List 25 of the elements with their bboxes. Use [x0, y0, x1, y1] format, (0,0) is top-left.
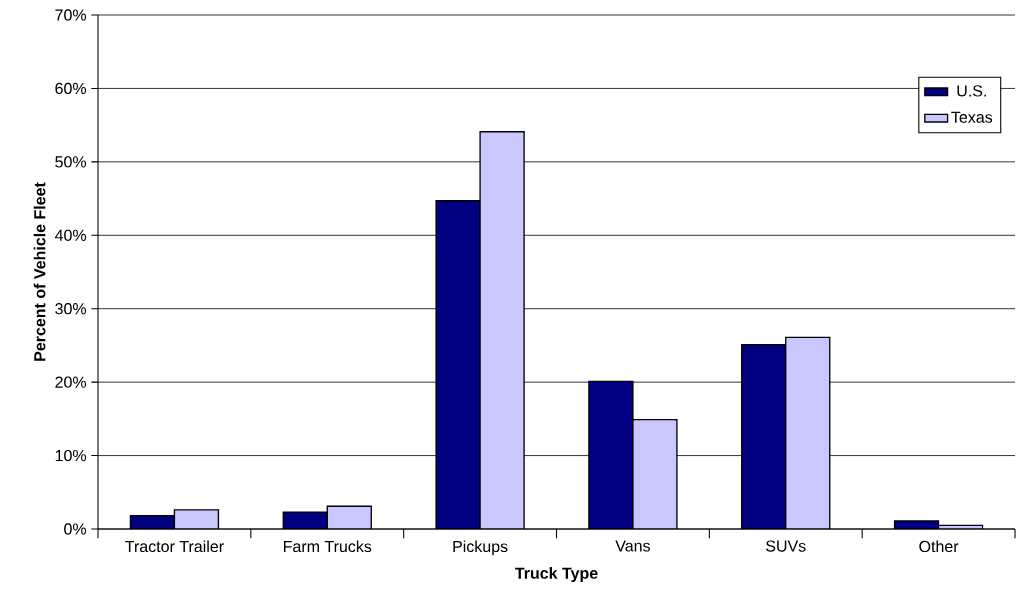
bar: [479, 131, 525, 529]
x-tick-label: Other: [919, 540, 959, 553]
x-tick-label: Tractor Trailer: [125, 540, 224, 553]
bar: [741, 344, 787, 529]
x-tick-label: Vans: [615, 540, 650, 552]
x-tick-label: Farm Trucks: [283, 540, 372, 553]
bar: [785, 336, 831, 529]
bar: [435, 200, 481, 529]
y-tick-label: 60%: [55, 82, 87, 95]
y-tick-label: 20%: [55, 376, 87, 388]
legend-label: U.S.: [957, 85, 986, 97]
y-tick-label: 40%: [54, 229, 87, 241]
x-tick-label: SUVs: [766, 540, 806, 552]
bar: [632, 418, 678, 529]
y-axis-title: Percent of Vehicle Fleet: [33, 182, 46, 361]
bar: [326, 505, 372, 529]
y-tick-label: 0%: [64, 523, 87, 535]
x-tick-label: Pickups: [453, 540, 508, 556]
y-tick-label: 30%: [55, 303, 87, 315]
y-tick-label: 50%: [55, 156, 87, 168]
bar: [588, 380, 634, 529]
legend-label: Texas: [951, 111, 993, 123]
x-axis-title: Truck Type: [515, 567, 598, 583]
y-tick-label: 70%: [55, 9, 87, 21]
y-tick-label: 10%: [55, 449, 87, 462]
